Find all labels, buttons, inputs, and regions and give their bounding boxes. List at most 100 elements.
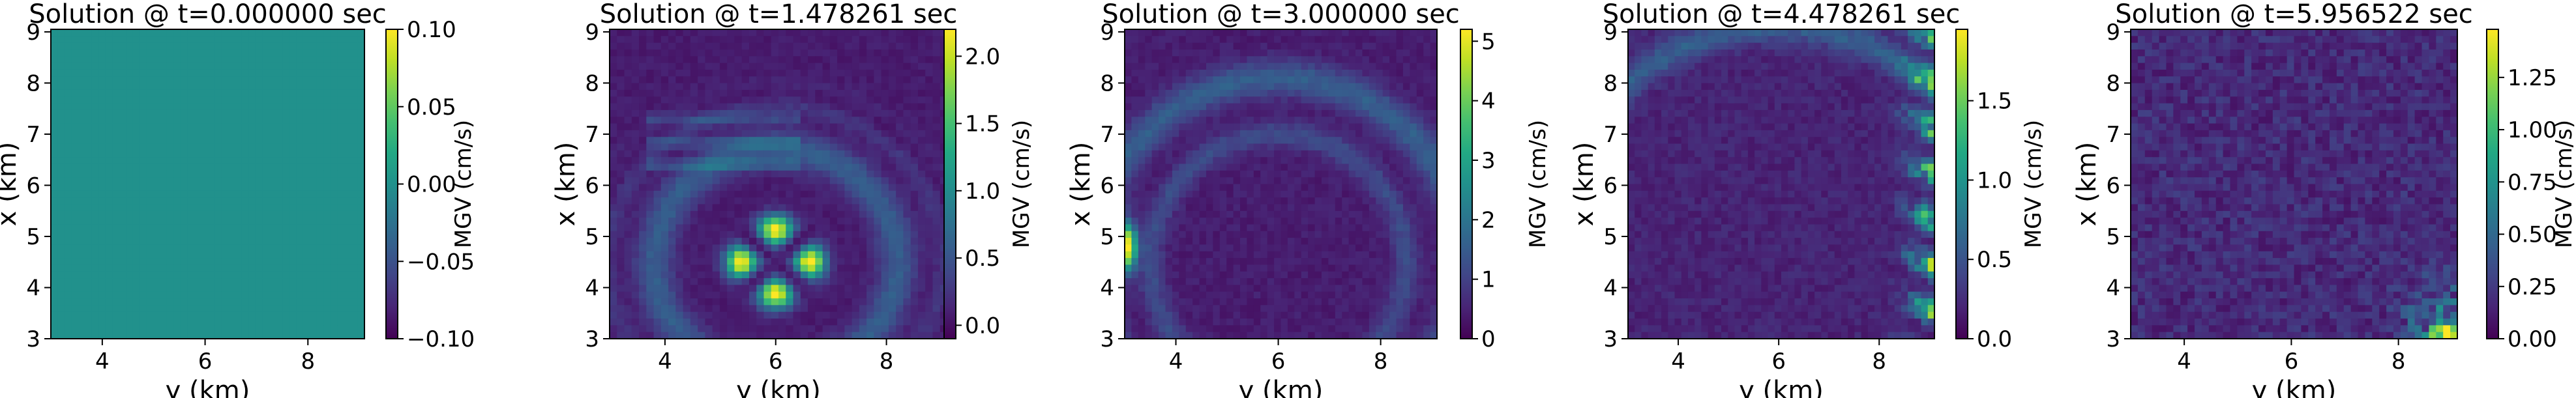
- heatmap-cell: [741, 271, 750, 279]
- heatmap-cell: [303, 143, 310, 151]
- heatmap-cell: [282, 218, 290, 225]
- heatmap-cell: [1362, 96, 1370, 104]
- heatmap-cell: [829, 319, 838, 326]
- heatmap-cell: [139, 76, 147, 84]
- heatmap-cell: [235, 63, 243, 70]
- heatmap-cell: [64, 170, 72, 178]
- heatmap-cell: [668, 123, 676, 131]
- heatmap-cell: [800, 117, 808, 124]
- heatmap-cell: [262, 291, 270, 299]
- heatmap-cell: [337, 56, 345, 64]
- heatmap-cell: [932, 190, 941, 198]
- heatmap-cell: [771, 258, 779, 266]
- heatmap-cell: [932, 210, 941, 218]
- heatmap-cell: [925, 298, 934, 306]
- heatmap-cell: [822, 305, 831, 313]
- heatmap-cell: [357, 96, 365, 104]
- heatmap-cell: [763, 204, 772, 212]
- heatmap-cell: [727, 36, 735, 44]
- heatmap-cell: [778, 190, 786, 198]
- heatmap-cell: [194, 163, 201, 171]
- heatmap-cell: [153, 69, 160, 77]
- heatmap-cell: [316, 184, 324, 192]
- heatmap-cell: [800, 325, 808, 333]
- heatmap-cell: [214, 137, 222, 145]
- heatmap-cell: [1185, 117, 1193, 124]
- heatmap-cell: [1199, 36, 1207, 44]
- colorbar-frame: [943, 29, 956, 339]
- heatmap-cell: [303, 210, 310, 218]
- heatmap-cell: [71, 163, 79, 171]
- heatmap-cell: [1382, 89, 1390, 97]
- heatmap-cell: [126, 218, 134, 225]
- heatmap-cell: [829, 210, 838, 218]
- heatmap-cell: [1328, 83, 1336, 91]
- heatmap-cell: [64, 76, 72, 84]
- heatmap-cell: [763, 130, 772, 137]
- heatmap-cell: [282, 137, 290, 145]
- heatmap-cell: [132, 117, 140, 124]
- heatmap-cell: [631, 36, 640, 44]
- heatmap-cell: [303, 258, 310, 266]
- heatmap-cell: [815, 244, 823, 252]
- heatmap-cell: [793, 150, 801, 158]
- heatmap-cell: [844, 258, 853, 266]
- heatmap-cell: [173, 143, 181, 151]
- heatmap-cell: [741, 96, 750, 104]
- heatmap-cell: [1253, 117, 1261, 124]
- heatmap-cell: [132, 76, 140, 84]
- heatmap-cell: [1240, 42, 1248, 50]
- heatmap-cell: [851, 291, 860, 299]
- heatmap-cell: [675, 258, 684, 266]
- heatmap-cell: [844, 29, 853, 36]
- heatmap-cell: [316, 63, 324, 70]
- heatmap-cell: [316, 210, 324, 218]
- heatmap-cell: [221, 197, 229, 205]
- heatmap-cell: [881, 231, 889, 238]
- heatmap-cell: [98, 184, 106, 192]
- heatmap-cell: [1301, 29, 1309, 36]
- heatmap-cell: [771, 311, 779, 319]
- heatmap-cell: [837, 291, 845, 299]
- heatmap-cell: [719, 76, 728, 84]
- heatmap-cell: [91, 190, 99, 198]
- heatmap-cell: [57, 56, 65, 64]
- heatmap-cell: [712, 271, 720, 279]
- heatmap-cell: [132, 177, 140, 185]
- heatmap-cell: [719, 56, 728, 64]
- heatmap-cell: [180, 89, 188, 97]
- heatmap-cell: [1267, 103, 1275, 111]
- heatmap-cell: [1185, 49, 1193, 57]
- heatmap-cell: [771, 117, 779, 124]
- heatmap-cell: [1294, 109, 1302, 117]
- heatmap-cell: [1396, 89, 1404, 97]
- heatmap-cell: [896, 123, 904, 131]
- heatmap-cell: [1165, 123, 1173, 131]
- heatmap-cell: [896, 157, 904, 165]
- heatmap-cell: [705, 177, 713, 185]
- heatmap-cell: [276, 29, 284, 36]
- heatmap-cell: [1376, 109, 1384, 117]
- heatmap-cell: [255, 63, 263, 70]
- heatmap-cell: [255, 69, 263, 77]
- heatmap-cell: [624, 103, 632, 111]
- heatmap-cell: [690, 123, 698, 131]
- heatmap-cell: [351, 42, 359, 50]
- heatmap-cell: [139, 36, 147, 44]
- heatmap-cell: [888, 143, 896, 151]
- heatmap-cell: [323, 204, 331, 212]
- heatmap-cell: [837, 170, 845, 178]
- heatmap-cell: [105, 109, 113, 117]
- heatmap-cell: [330, 170, 338, 178]
- heatmap-cell: [1247, 109, 1254, 117]
- heatmap-cell: [910, 29, 919, 36]
- heatmap-cell: [829, 224, 838, 232]
- heatmap-cell: [289, 218, 297, 225]
- heatmap-cell: [235, 224, 243, 232]
- heatmap-cell: [296, 143, 304, 151]
- heatmap-cell: [639, 190, 647, 198]
- heatmap-cell: [105, 224, 113, 232]
- heatmap-cell: [98, 36, 106, 44]
- heatmap-cell: [126, 184, 134, 192]
